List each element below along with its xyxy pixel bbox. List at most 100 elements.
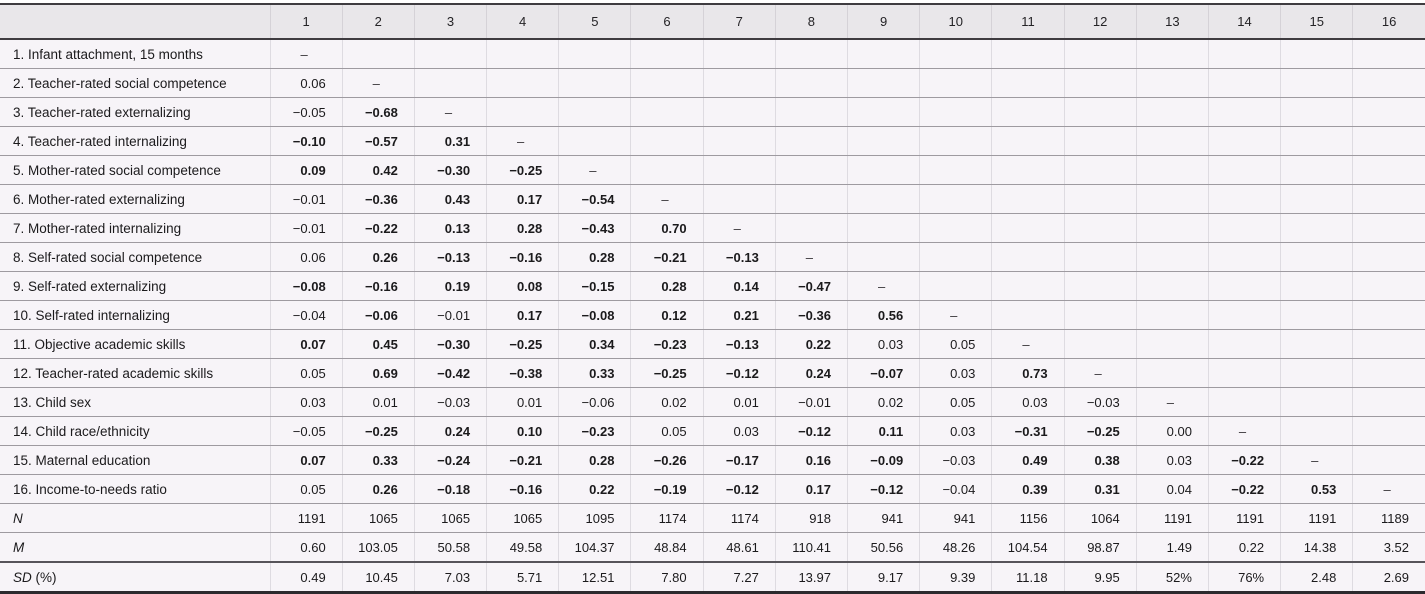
correlation-cell: −0.01 <box>269 213 343 243</box>
correlation-cell: 0.08 <box>486 271 559 301</box>
correlation-cell: 0.45 <box>341 329 415 359</box>
correlation-cell <box>1280 271 1353 301</box>
correlation-cell: −0.22 <box>341 213 415 243</box>
correlation-cell <box>1063 300 1137 330</box>
correlation-cell: 0.05 <box>269 474 343 504</box>
correlation-cell <box>846 184 920 214</box>
correlation-cell: −0.16 <box>341 271 415 301</box>
correlation-cell: 0.07 <box>269 445 343 475</box>
correlation-cell <box>774 126 848 156</box>
correlation-cell <box>1063 39 1137 69</box>
summary-row-label: N <box>0 503 270 533</box>
correlation-cell: – <box>630 184 704 214</box>
correlation-cell: 0.17 <box>486 300 559 330</box>
correlation-cell <box>1352 184 1425 214</box>
column-header-14: 14 <box>1207 3 1281 40</box>
header-row: 1 2 3 4 5 6 7 8 9 10 11 12 13 14 15 16 <box>0 3 1425 40</box>
correlation-cell: 0.38 <box>1063 445 1137 475</box>
correlation-cell <box>1352 358 1425 388</box>
correlation-cell: 0.19 <box>413 271 487 301</box>
correlation-cell <box>991 242 1065 272</box>
correlation-cell: −0.30 <box>413 329 487 359</box>
correlation-cell: 0.01 <box>341 387 415 417</box>
correlation-cell <box>630 97 704 127</box>
correlation-cell: 0.12 <box>630 300 704 330</box>
correlation-cell <box>1280 126 1353 156</box>
table-row: 12. Teacher-rated academic skills 0.05 0.6… <box>0 358 1425 388</box>
correlation-cell: −0.25 <box>486 155 559 185</box>
correlation-cell <box>1063 329 1137 359</box>
correlation-cell <box>1280 184 1353 214</box>
correlation-cell <box>919 126 992 156</box>
correlation-cell <box>1063 68 1137 98</box>
correlation-cell <box>1280 416 1353 446</box>
correlation-cell: 0.24 <box>774 358 848 388</box>
correlation-cell <box>1207 329 1281 359</box>
correlation-cell: −0.30 <box>413 155 487 185</box>
correlation-cell <box>1207 68 1281 98</box>
correlation-table-figure: 1 2 3 4 5 6 7 8 9 10 11 12 13 14 15 16 1. Infant attach… <box>0 3 1425 594</box>
correlation-cell <box>846 97 920 127</box>
correlation-cell <box>1207 300 1281 330</box>
column-header-15: 15 <box>1280 3 1353 40</box>
summary-stat-symbol: M <box>13 539 25 555</box>
summary-cell: 11.18 <box>991 561 1065 594</box>
correlation-cell <box>1063 213 1137 243</box>
correlation-cell <box>991 39 1065 69</box>
correlation-cell: 0.28 <box>630 271 704 301</box>
correlation-cell <box>991 300 1065 330</box>
summary-stat-symbol: SD <box>13 569 32 585</box>
correlation-cell <box>1352 97 1425 127</box>
summary-cell: 2.69 <box>1352 561 1425 594</box>
correlation-cell: −0.21 <box>630 242 704 272</box>
correlation-cell: 0.03 <box>846 329 920 359</box>
correlation-cell: 0.02 <box>846 387 920 417</box>
correlation-cell: 0.00 <box>1135 416 1209 446</box>
correlation-cell <box>630 155 704 185</box>
column-header-13: 13 <box>1135 3 1209 40</box>
column-header-11: 11 <box>991 3 1065 40</box>
table-row: 4. Teacher-rated internalizing −0.10 −0.57… <box>0 126 1425 156</box>
summary-cell: 941 <box>846 503 920 533</box>
row-label: 10. Self-rated internalizing <box>0 300 270 330</box>
correlation-cell: 0.01 <box>486 387 559 417</box>
correlation-cell <box>1352 329 1425 359</box>
summary-cell: 1174 <box>630 503 704 533</box>
correlation-cell <box>1135 68 1209 98</box>
column-header-9: 9 <box>846 3 920 40</box>
summary-cell: 1174 <box>702 503 776 533</box>
correlation-cell: −0.18 <box>413 474 487 504</box>
correlation-cell <box>1352 387 1425 417</box>
correlation-cell: 0.06 <box>269 242 343 272</box>
correlation-cell: −0.47 <box>774 271 848 301</box>
correlation-cell <box>558 39 631 69</box>
correlation-cell <box>630 126 704 156</box>
correlation-cell: −0.03 <box>413 387 487 417</box>
summary-cell: 1189 <box>1352 503 1425 533</box>
correlation-cell: −0.16 <box>486 242 559 272</box>
correlation-cell <box>1207 126 1281 156</box>
correlation-cell <box>1063 126 1137 156</box>
correlation-cell: 0.03 <box>919 416 992 446</box>
correlation-cell: −0.13 <box>413 242 487 272</box>
summary-cell: 1191 <box>1280 503 1353 533</box>
correlation-cell <box>1207 39 1281 69</box>
summary-cell: 110.41 <box>774 532 848 563</box>
correlation-cell: 0.11 <box>846 416 920 446</box>
correlation-cell <box>991 126 1065 156</box>
summary-cell: 1065 <box>341 503 415 533</box>
correlation-cell <box>1280 155 1353 185</box>
correlation-cell <box>1063 155 1137 185</box>
correlation-cell: −0.13 <box>702 329 776 359</box>
correlation-cell: −0.01 <box>413 300 487 330</box>
correlation-cell <box>1135 126 1209 156</box>
correlation-cell <box>1135 358 1209 388</box>
correlation-cell <box>919 213 992 243</box>
correlation-cell <box>1063 242 1137 272</box>
correlation-cell <box>1063 97 1137 127</box>
correlation-cell <box>919 68 992 98</box>
correlation-cell <box>1135 242 1209 272</box>
correlation-cell <box>991 213 1065 243</box>
correlation-cell <box>702 39 776 69</box>
summary-cell: 941 <box>919 503 992 533</box>
